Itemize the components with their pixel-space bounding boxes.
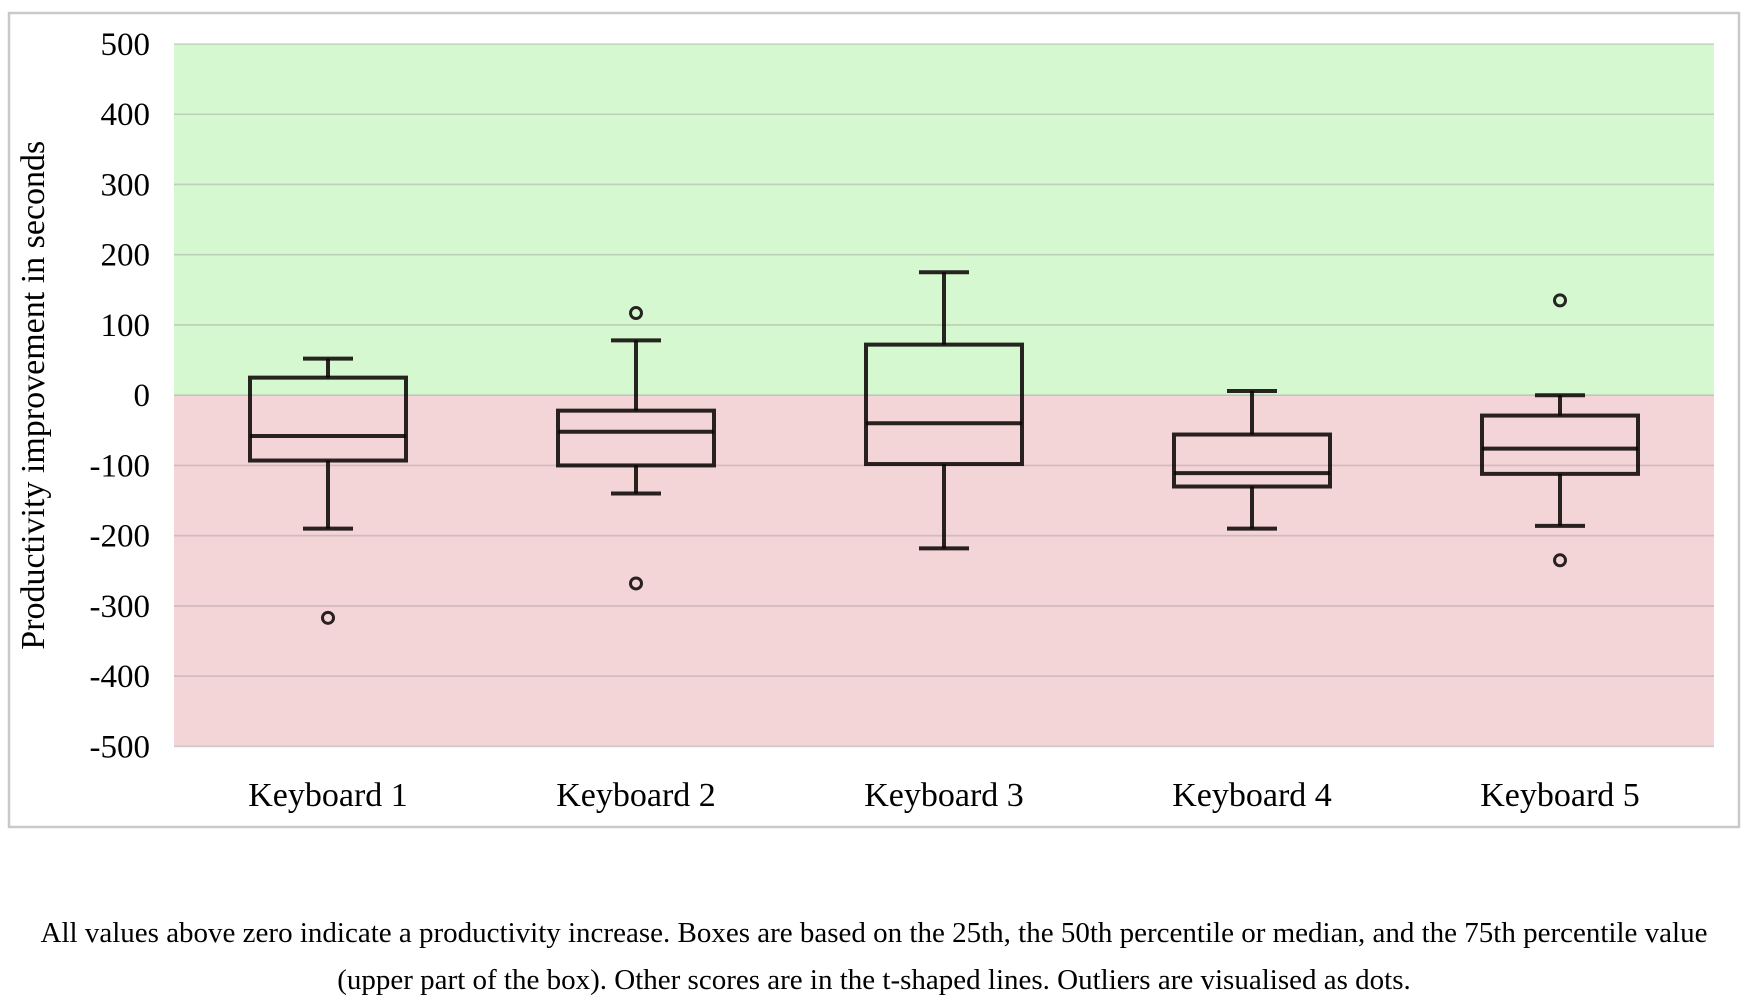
negative-region (174, 395, 1714, 747)
x-label-keyboard-3: Keyboard 3 (864, 777, 1024, 814)
y-tick-label--300: -300 (90, 589, 151, 625)
boxplot-chart: 500 400 300 200 100 0 -100 -200 -300 -400 -500 Prod… (7, 11, 1741, 829)
y-tick-label-200: 200 (101, 238, 151, 274)
figure-caption: All values above zero indicate a product… (0, 910, 1748, 1004)
y-tick-label-500: 500 (101, 27, 151, 63)
outlier-keyboard-5-0 (1553, 293, 1567, 308)
y-tick-label--100: -100 (90, 448, 151, 484)
y-tick-label--200: -200 (90, 519, 151, 555)
box-keyboard-5 (1480, 413, 1640, 476)
x-label-keyboard-1: Keyboard 1 (248, 777, 408, 814)
caption-line-1: All values above zero indicate a product… (40, 917, 1708, 949)
box-keyboard-4 (1172, 432, 1332, 489)
outlier-keyboard-2-1 (629, 576, 643, 591)
y-tick-label--500: -500 (90, 729, 151, 765)
x-label-keyboard-2: Keyboard 2 (556, 777, 716, 814)
outlier-keyboard-5-1 (1553, 553, 1567, 568)
box-keyboard-3 (864, 342, 1024, 467)
x-label-keyboard-4: Keyboard 4 (1172, 777, 1332, 814)
outlier-keyboard-2-0 (629, 306, 643, 321)
x-label-keyboard-5: Keyboard 5 (1480, 777, 1640, 814)
y-tick-label-300: 300 (101, 167, 151, 203)
y-tick-label-400: 400 (101, 97, 151, 133)
y-tick-label--400: -400 (90, 659, 151, 695)
box-keyboard-2 (556, 408, 716, 468)
y-tick-label-0: 0 (134, 378, 151, 414)
outlier-keyboard-1-0 (321, 610, 335, 625)
y-tick-label-100: 100 (101, 308, 151, 344)
y-axis-title: Productivity improvement in seconds (15, 141, 52, 650)
caption-line-2: (upper part of the box). Other scores ar… (337, 964, 1411, 996)
box-keyboard-1 (248, 375, 408, 463)
